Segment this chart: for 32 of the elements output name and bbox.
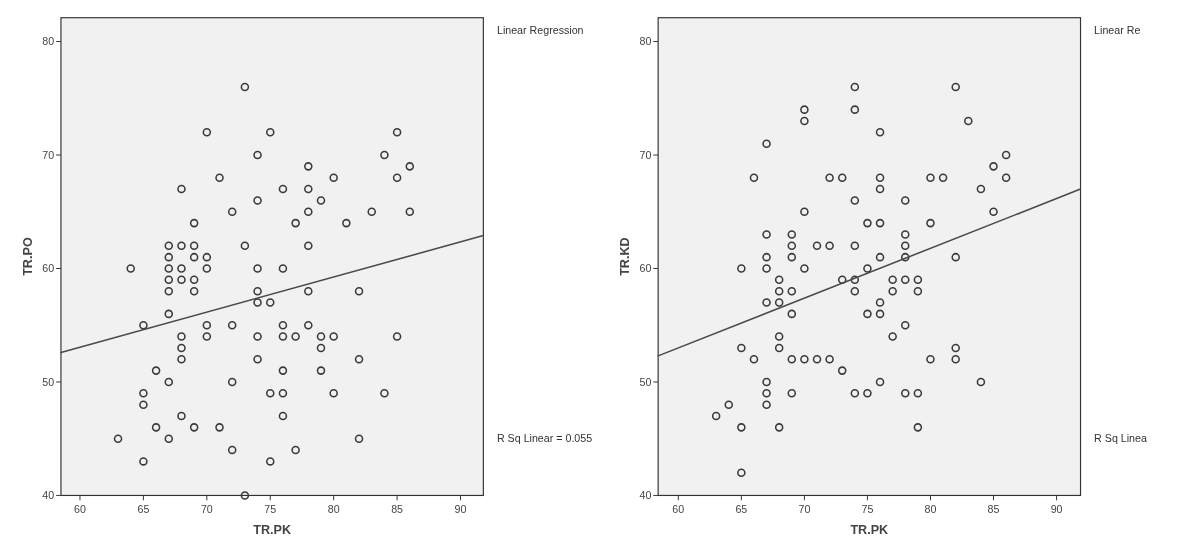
y-tick-label: 50 xyxy=(639,375,652,388)
y-axis-title: TR.PO xyxy=(20,237,35,276)
y-tick-label: 40 xyxy=(639,489,652,502)
text: R Sq Linea xyxy=(1094,431,1147,444)
x-tick-label: 90 xyxy=(454,502,467,515)
y-tick-label: 60 xyxy=(42,262,55,275)
x-tick-label: 70 xyxy=(798,502,811,515)
x-tick-label: 60 xyxy=(74,502,86,515)
y-axis-title: TR.KD xyxy=(618,237,632,276)
y-tick-label: 80 xyxy=(639,35,652,48)
y-tick-label: 40 xyxy=(42,489,55,502)
x-tick-label: 65 xyxy=(735,502,748,515)
x-tick-label: 65 xyxy=(137,502,150,515)
x-axis-title: TR.PK xyxy=(253,523,292,538)
x-tick-label: 70 xyxy=(200,502,213,515)
y-tick-label: 50 xyxy=(42,375,55,388)
text: R Sq Linear = 0.055 xyxy=(496,431,593,444)
x-tick-label: 90 xyxy=(1050,502,1063,515)
x-tick-label: 85 xyxy=(987,502,1000,515)
y-tick-label: 70 xyxy=(42,148,55,161)
x-tick-label: 80 xyxy=(327,502,340,515)
x-tick-label: 85 xyxy=(391,502,404,515)
text: Linear Regression xyxy=(496,24,584,37)
x-axis-title: TR.PK xyxy=(850,523,889,538)
y-tick-label: 60 xyxy=(639,262,652,275)
x-tick-label: 80 xyxy=(924,502,937,515)
x-tick-label: 60 xyxy=(672,502,685,515)
y-tick-label: 70 xyxy=(639,148,652,161)
y-tick-label: 80 xyxy=(42,35,55,48)
x-tick-label: 75 xyxy=(861,502,874,515)
text: Linear Re xyxy=(1094,24,1141,37)
x-tick-label: 75 xyxy=(264,502,277,515)
